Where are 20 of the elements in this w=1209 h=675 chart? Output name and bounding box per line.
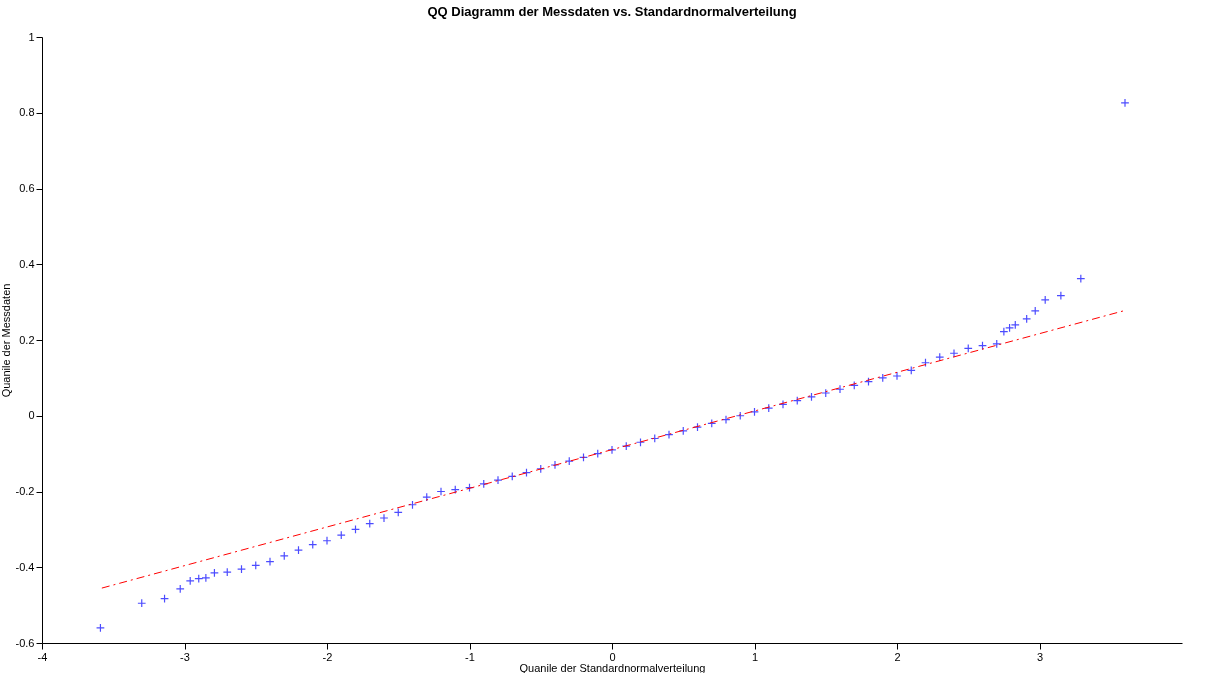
y-tick-label: -0.4 bbox=[15, 560, 35, 573]
chart-title: QQ Diagramm der Messdaten vs. Standardnormalverteilung bbox=[427, 4, 797, 19]
x-tick-label: -4 bbox=[37, 650, 48, 663]
y-tick-label: -0.6 bbox=[15, 636, 35, 649]
x-tick-label: 3 bbox=[1036, 650, 1044, 663]
y-tick-label: 0.4 bbox=[19, 257, 35, 270]
y-tick-label: -0.2 bbox=[15, 485, 35, 497]
x-tick-label: -2 bbox=[322, 650, 333, 663]
y-tick-label: 0 bbox=[28, 409, 35, 422]
y-tick-label: 1 bbox=[28, 30, 35, 43]
y-tick-label: 0.6 bbox=[19, 182, 35, 194]
x-tick-label: -1 bbox=[465, 650, 475, 663]
y-axis-title: Quanile der Messdaten bbox=[0, 283, 12, 398]
x-tick-label: 0 bbox=[609, 650, 616, 663]
x-axis-title: Quanile der Standardnormalverteilung bbox=[519, 661, 706, 674]
x-tick-label: -3 bbox=[180, 650, 190, 663]
y-tick-label: 0.2 bbox=[19, 333, 35, 346]
x-tick-label: 1 bbox=[751, 650, 759, 663]
x-tick-label: 2 bbox=[894, 650, 901, 663]
y-tick-label: 0.8 bbox=[19, 106, 35, 119]
